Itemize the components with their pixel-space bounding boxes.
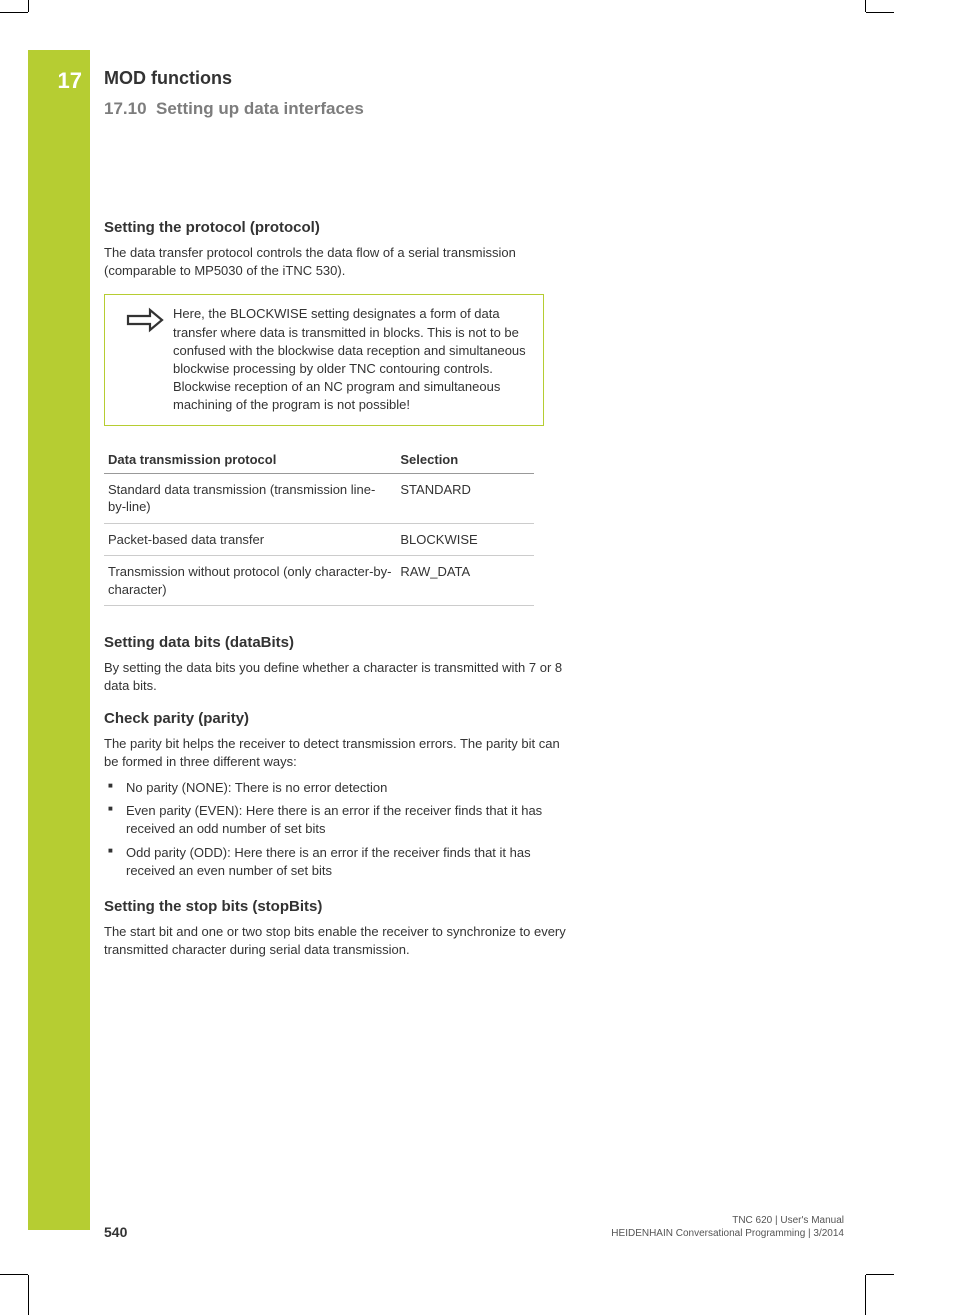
chapter-number: 17	[28, 68, 90, 94]
footer-line2: HEIDENHAIN Conversational Programming | …	[611, 1227, 844, 1240]
table-row: Packet-based data transfer BLOCKWISE	[104, 523, 534, 556]
sidebar-accent	[28, 50, 90, 1230]
page-content: MOD functions 17.10 Setting up data inte…	[104, 68, 574, 973]
crop-mark	[28, 0, 29, 12]
body-parity: The parity bit helps the receiver to det…	[104, 735, 574, 771]
crop-mark	[865, 1275, 866, 1315]
parity-list: No parity (NONE): There is no error dete…	[104, 779, 574, 880]
chapter-title: MOD functions	[104, 68, 574, 89]
protocol-table: Data transmission protocol Selection Sta…	[104, 446, 534, 607]
crop-mark	[0, 12, 28, 13]
body-stopbits: The start bit and one or two stop bits e…	[104, 923, 574, 959]
table-cell: Packet-based data transfer	[104, 523, 396, 556]
page-number: 540	[104, 1224, 127, 1240]
heading-databits: Setting data bits (dataBits)	[104, 634, 574, 651]
section-name: Setting up data interfaces	[156, 99, 364, 118]
page-footer: 540 TNC 620 | User's Manual HEIDENHAIN C…	[104, 1214, 844, 1240]
list-item: No parity (NONE): There is no error dete…	[104, 779, 574, 797]
table-row: Standard data transmission (transmission…	[104, 473, 534, 523]
section-title: 17.10 Setting up data interfaces	[104, 99, 574, 119]
crop-mark	[866, 12, 894, 13]
list-item: Even parity (EVEN): Here there is an err…	[104, 802, 574, 838]
body-databits: By setting the data bits you define whet…	[104, 659, 574, 695]
footer-line1: TNC 620 | User's Manual	[611, 1214, 844, 1227]
heading-protocol: Setting the protocol (protocol)	[104, 219, 574, 236]
table-header: Data transmission protocol	[104, 446, 396, 474]
list-item: Odd parity (ODD): Here there is an error…	[104, 844, 574, 880]
table-cell: STANDARD	[396, 473, 534, 523]
footer-text: TNC 620 | User's Manual HEIDENHAIN Conve…	[611, 1214, 844, 1240]
crop-mark	[28, 1275, 29, 1315]
crop-mark	[865, 0, 866, 12]
note-box: Here, the BLOCKWISE setting designates a…	[104, 294, 544, 425]
heading-stopbits: Setting the stop bits (stopBits)	[104, 898, 574, 915]
section-number: 17.10	[104, 99, 147, 118]
table-cell: BLOCKWISE	[396, 523, 534, 556]
table-cell: Transmission without protocol (only char…	[104, 556, 396, 606]
note-text: Here, the BLOCKWISE setting designates a…	[173, 305, 531, 414]
table-row: Transmission without protocol (only char…	[104, 556, 534, 606]
table-cell: RAW_DATA	[396, 556, 534, 606]
table-cell: Standard data transmission (transmission…	[104, 473, 396, 523]
crop-mark	[0, 1274, 28, 1275]
body-protocol: The data transfer protocol controls the …	[104, 244, 574, 280]
heading-parity: Check parity (parity)	[104, 710, 574, 727]
table-header: Selection	[396, 446, 534, 474]
crop-mark	[866, 1274, 894, 1275]
arrow-right-icon	[117, 305, 173, 414]
